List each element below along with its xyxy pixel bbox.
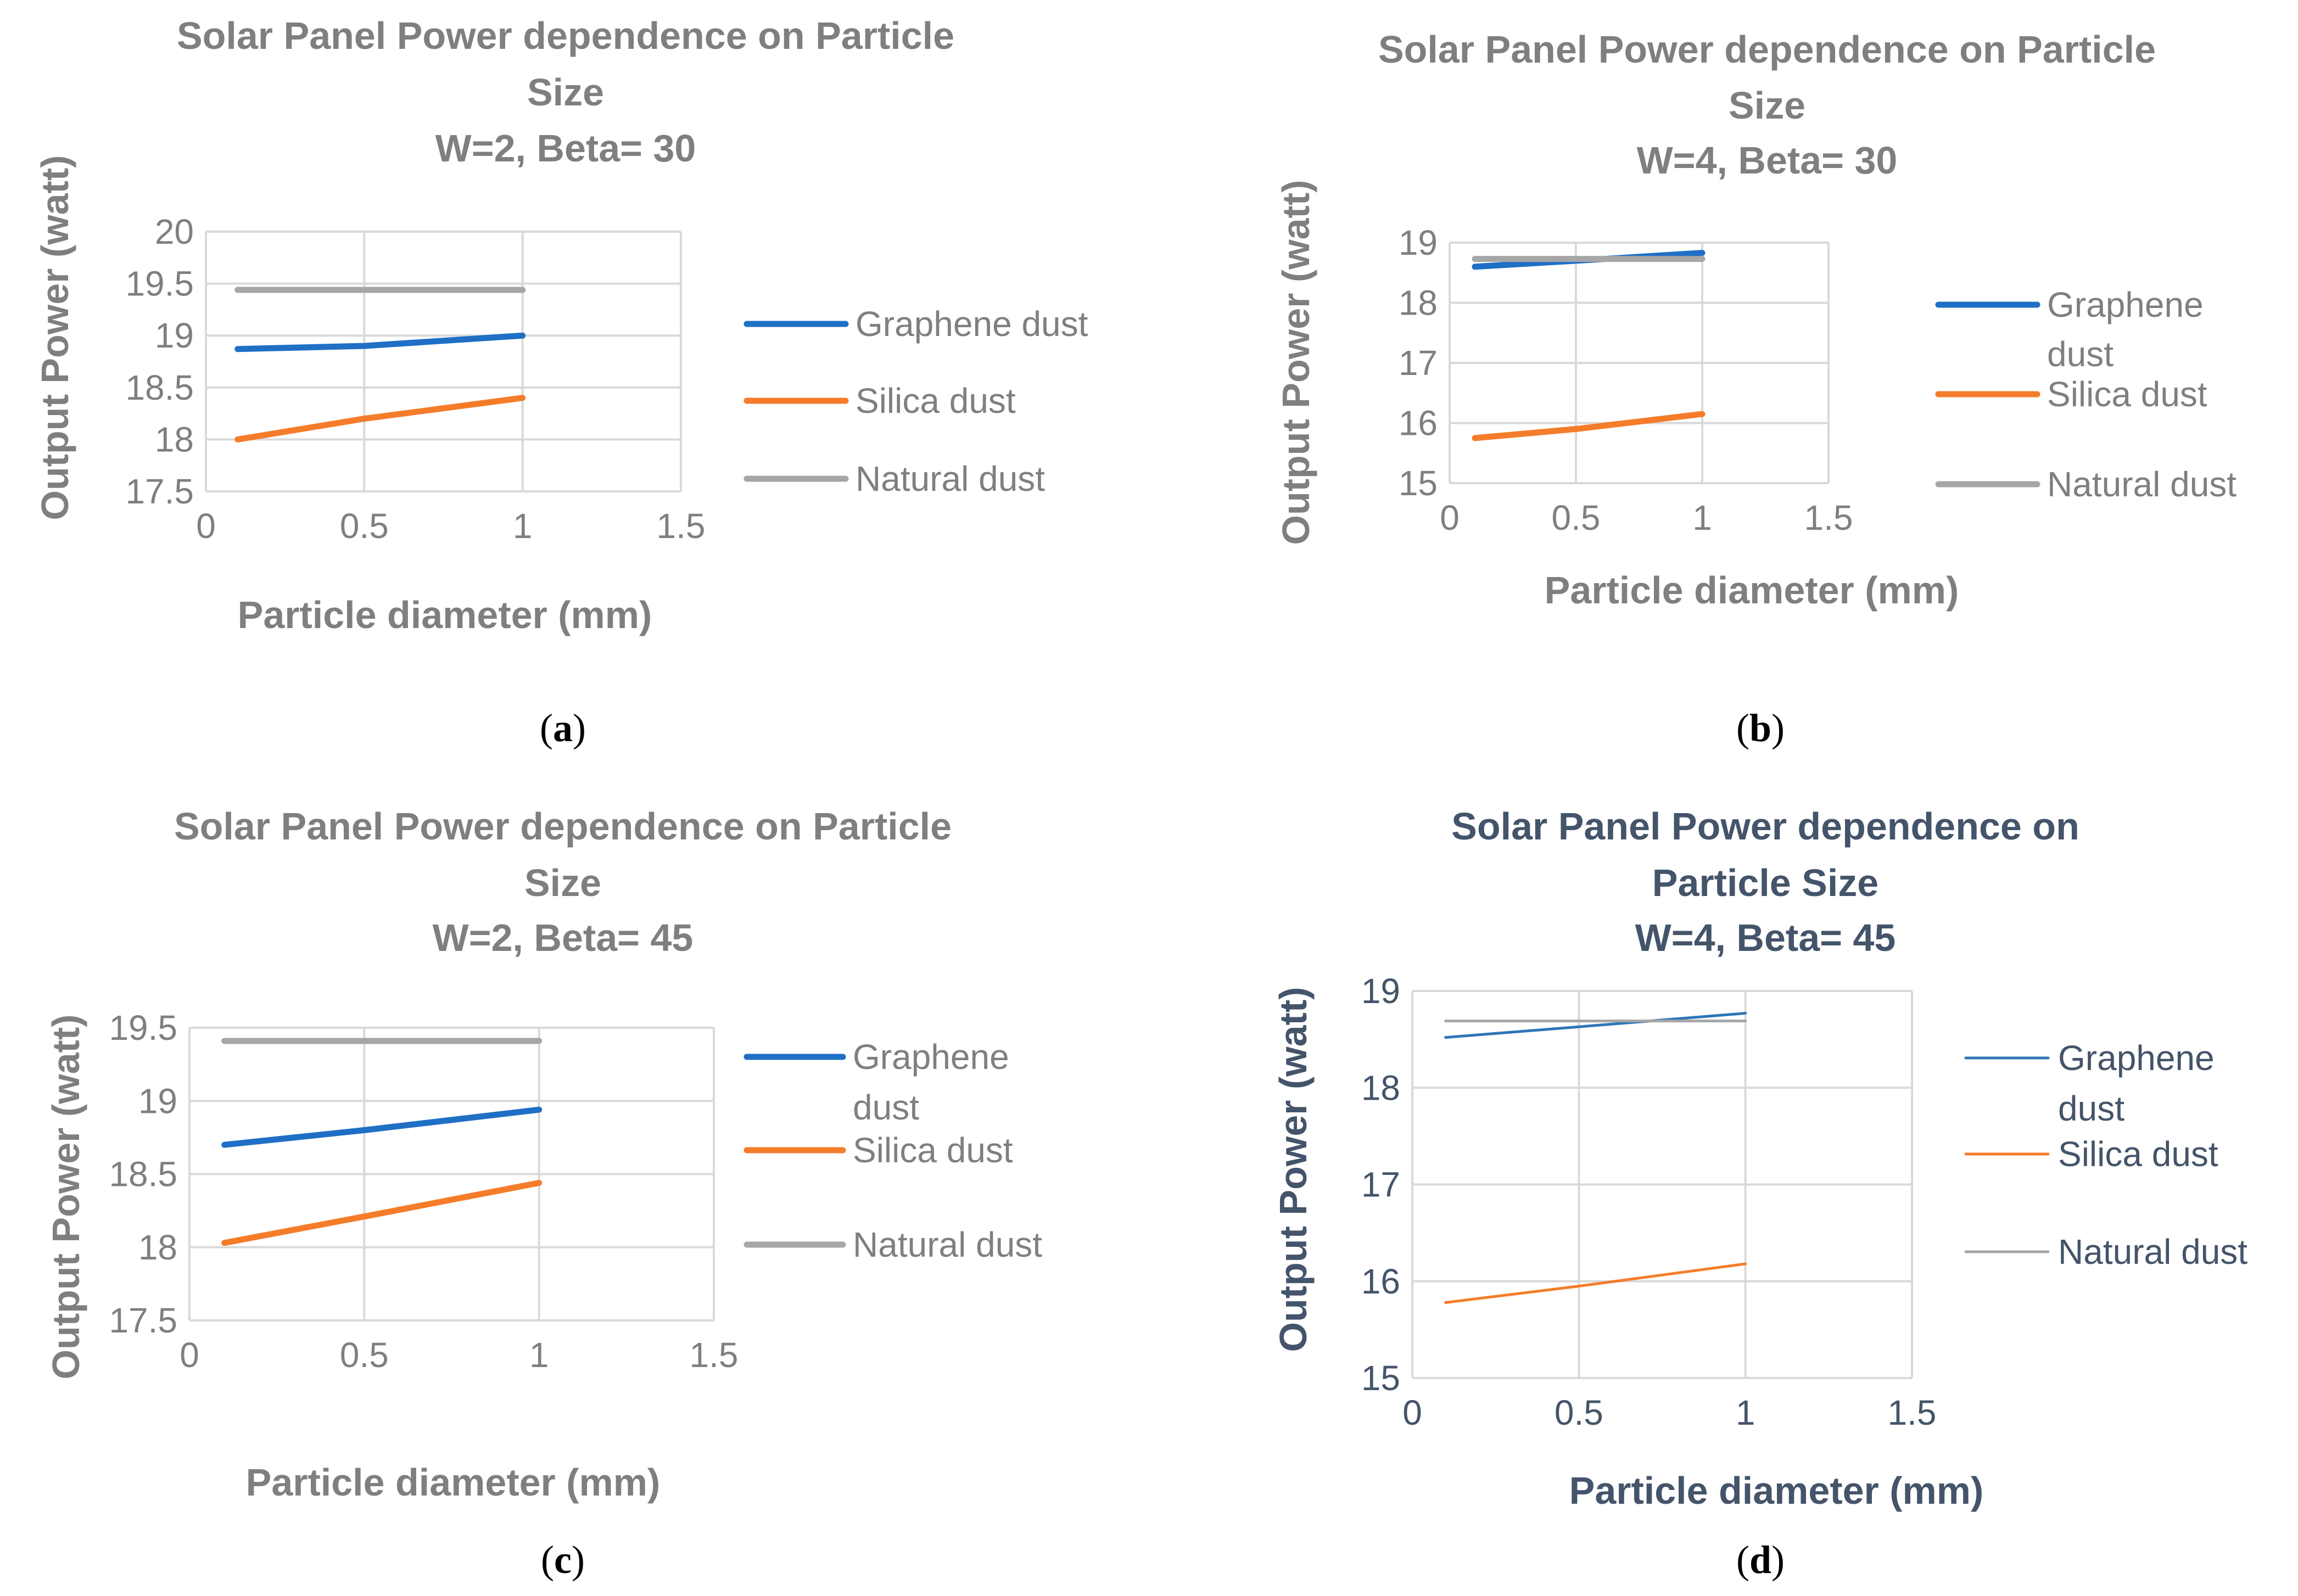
legend-label-graphene-dust: dust [2047, 334, 2114, 374]
legend-label-graphene-dust: Graphene [853, 1037, 1009, 1077]
x-tick-label: 1.5 [690, 1335, 739, 1375]
legend-label-silica-dust: Silica dust [856, 381, 1016, 421]
y-tick-label: 16 [1399, 404, 1438, 443]
y-tick-label: 19 [155, 316, 194, 355]
legend-label-silica-dust: Silica dust [2047, 374, 2207, 414]
chart-d: 15 16 17 18 19 0 0.5 1 1.5 Solar Panel Power depe… [1148, 763, 2298, 1596]
legend-label-graphene-dust: Graphene [2047, 285, 2204, 324]
chart-title-line: W=2, Beta= 30 [435, 127, 696, 170]
x-tick-label: 1 [1736, 1393, 1755, 1432]
y-tick-label: 17.5 [125, 472, 194, 511]
x-tick-label: 0 [1440, 498, 1460, 537]
y-tick-label: 15 [1361, 1358, 1400, 1398]
legend-label-graphene-dust: Graphene [2058, 1038, 2215, 1078]
y-tick-label: 20 [155, 212, 194, 251]
y-tick-label: 18 [138, 1228, 177, 1267]
x-tick-label: 1.5 [1888, 1393, 1937, 1432]
y-tick-label: 18 [155, 419, 194, 459]
chart-svg: 15 16 17 18 19 0 0.5 1 1.5 Solar Panel Power depe… [1274, 28, 2237, 612]
y-tick-label: 18 [1399, 283, 1438, 323]
legend-label-natural-dust: Natural dust [853, 1225, 1042, 1264]
chart-title-line: W=4, Beta= 30 [1637, 139, 1898, 182]
chart-svg: 15 16 17 18 19 0 0.5 1 1.5 Solar Panel Power depe… [1272, 805, 2247, 1512]
chart-title-line: Size [1729, 84, 1805, 127]
chart-svg: 17.5 18 18.5 19 19.5 0 0.5 1 1.5 Solar Panel Powe… [44, 805, 1042, 1504]
y-tick-label: 18.5 [125, 368, 194, 407]
x-tick-label: 1 [513, 506, 533, 546]
y-tick-label: 19.5 [109, 1008, 177, 1048]
chart-title-line: W=4, Beta= 45 [1635, 916, 1896, 959]
chart-title-line: Particle Size [1652, 861, 1878, 904]
x-tick-label: 0.5 [340, 1335, 389, 1375]
legend-label-graphene-dust: dust [2058, 1089, 2124, 1128]
x-tick-label: 0.5 [1552, 498, 1601, 537]
caption-c: (c) [541, 1538, 585, 1582]
y-tick-label: 19 [1399, 223, 1438, 262]
chart-a: 17.5 18 18.5 19 19.5 20 0 0.5 1 1.5 Solar Panel Po… [0, 0, 1148, 763]
x-tick-label: 1 [1692, 498, 1712, 537]
chart-title-line: Size [524, 861, 601, 904]
y-tick-label: 17 [1399, 343, 1438, 383]
chart-svg: 17.5 18 18.5 19 19.5 20 0 0.5 1 1.5 Solar Panel Po… [33, 14, 1088, 636]
x-axis-title: Particle diameter (mm) [246, 1461, 661, 1504]
y-axis-title: Output Power (watt) [1274, 180, 1317, 545]
legend-label-graphene-dust: Graphene dust [856, 304, 1088, 344]
series-line-silica-dust [1444, 1262, 1747, 1304]
chart-title-line: Solar Panel Power dependence on Particle [1378, 28, 2156, 71]
y-axis-title: Output Power (watt) [1272, 987, 1315, 1352]
series-line-graphene-dust [234, 332, 526, 352]
y-tick-label: 16 [1361, 1262, 1400, 1301]
y-tick-label: 17.5 [109, 1301, 177, 1340]
legend-label-natural-dust: Natural dust [856, 459, 1045, 499]
chart-title-line: Solar Panel Power dependence on Particle [174, 805, 952, 848]
chart-c: 17.5 18 18.5 19 19.5 0 0.5 1 1.5 Solar Panel Powe… [0, 763, 1148, 1596]
y-tick-label: 18 [1361, 1068, 1400, 1107]
legend-label-natural-dust: Natural dust [2058, 1232, 2247, 1272]
y-axis-title: Output Power (watt) [33, 155, 76, 520]
chart-title-line: Solar Panel Power dependence on [1451, 805, 2079, 848]
chart-title-line: Solar Panel Power dependence on Particle [177, 14, 954, 57]
chart-title-line: W=2, Beta= 45 [433, 916, 694, 959]
x-axis-title: Particle diameter (mm) [1545, 569, 1959, 612]
chart-title-line: Size [527, 71, 604, 114]
legend-label-silica-dust: Silica dust [2058, 1134, 2218, 1174]
x-tick-label: 1.5 [657, 506, 706, 546]
legend-label-natural-dust: Natural dust [2047, 464, 2237, 504]
y-tick-label: 19 [138, 1081, 177, 1121]
y-tick-label: 15 [1399, 463, 1438, 503]
legend-label-graphene-dust: dust [853, 1088, 919, 1127]
y-axis-title: Output Power (watt) [44, 1015, 87, 1380]
x-tick-label: 0 [1402, 1393, 1422, 1432]
caption-b: (b) [1736, 706, 1785, 750]
x-tick-label: 0.5 [340, 506, 389, 546]
series-line-silica-dust [234, 395, 526, 443]
y-tick-label: 19.5 [125, 264, 194, 304]
series-line-graphene-dust [221, 1106, 543, 1148]
y-tick-label: 19 [1361, 971, 1400, 1011]
x-axis-title: Particle diameter (mm) [238, 593, 652, 636]
y-tick-label: 17 [1361, 1165, 1400, 1205]
series-line-silica-dust [1472, 411, 1706, 441]
caption-d: (d) [1736, 1538, 1785, 1582]
x-tick-label: 0.5 [1555, 1393, 1603, 1432]
caption-a: (a) [540, 706, 586, 750]
series-line-graphene-dust [1444, 1012, 1747, 1039]
x-tick-label: 1.5 [1804, 498, 1853, 537]
x-tick-label: 0 [180, 1335, 199, 1375]
legend-label-silica-dust: Silica dust [853, 1130, 1013, 1170]
chart-b: 15 16 17 18 19 0 0.5 1 1.5 Solar Panel Power depe… [1148, 0, 2298, 763]
x-axis-title: Particle diameter (mm) [1569, 1469, 1984, 1512]
series-line-silica-dust [221, 1180, 543, 1246]
x-tick-label: 1 [529, 1335, 549, 1375]
x-tick-label: 0 [196, 506, 216, 546]
y-tick-label: 18.5 [109, 1155, 177, 1194]
